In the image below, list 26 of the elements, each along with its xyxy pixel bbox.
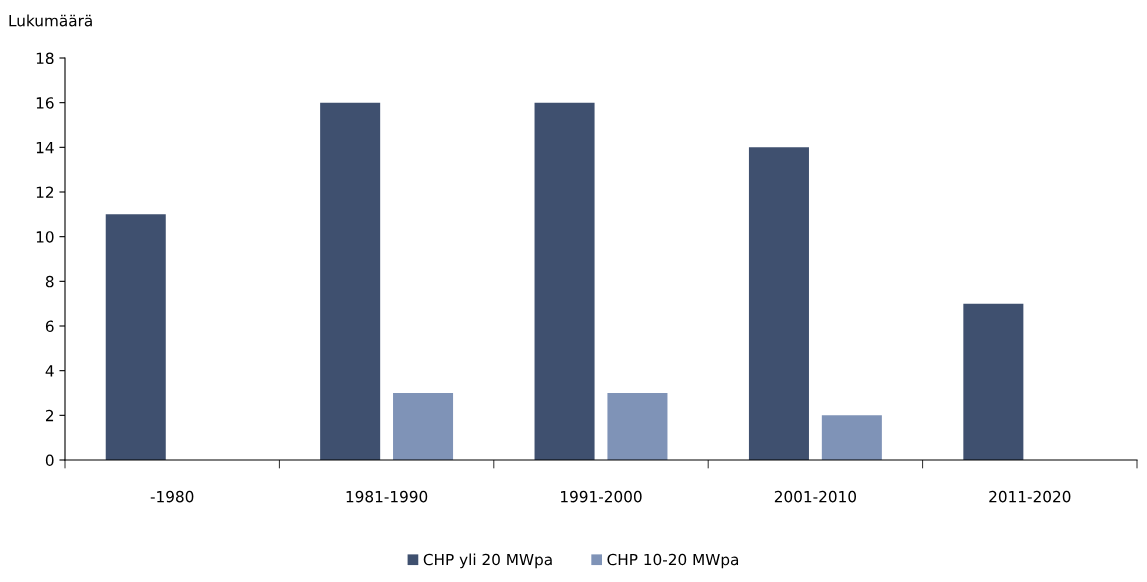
bar (963, 303, 1024, 460)
legend-label: CHP 10-20 MWpa (607, 553, 739, 569)
y-tick-label: 14 (36, 142, 54, 154)
x-tick-label: 2011-2020 (989, 490, 1071, 503)
y-tick-label: 16 (36, 97, 54, 109)
bar (534, 102, 595, 460)
y-tick-label: 12 (36, 186, 54, 198)
bar (105, 214, 166, 460)
y-tick-label: 10 (36, 231, 54, 243)
y-tick-label: 6 (45, 320, 54, 333)
bar (748, 147, 809, 460)
y-tick-label: 0 (45, 454, 54, 467)
y-tick-label: 2 (45, 409, 54, 422)
x-tick-label: 2001-2010 (774, 490, 857, 503)
bar (320, 102, 381, 460)
y-axis-title: Lukumäärä (9, 14, 92, 27)
bar (821, 415, 882, 460)
y-tick-label: 4 (45, 365, 54, 377)
bar (607, 393, 668, 460)
bar (393, 393, 454, 460)
x-tick-label: 1991-2000 (561, 490, 642, 503)
x-tick-label: -1980 (150, 490, 194, 503)
y-tick-label: 8 (45, 275, 54, 288)
y-tick-label: 18 (36, 52, 54, 65)
legend-label: CHP yli 20 MWpa (423, 553, 552, 569)
x-tick-label: 1981-1990 (346, 490, 428, 503)
